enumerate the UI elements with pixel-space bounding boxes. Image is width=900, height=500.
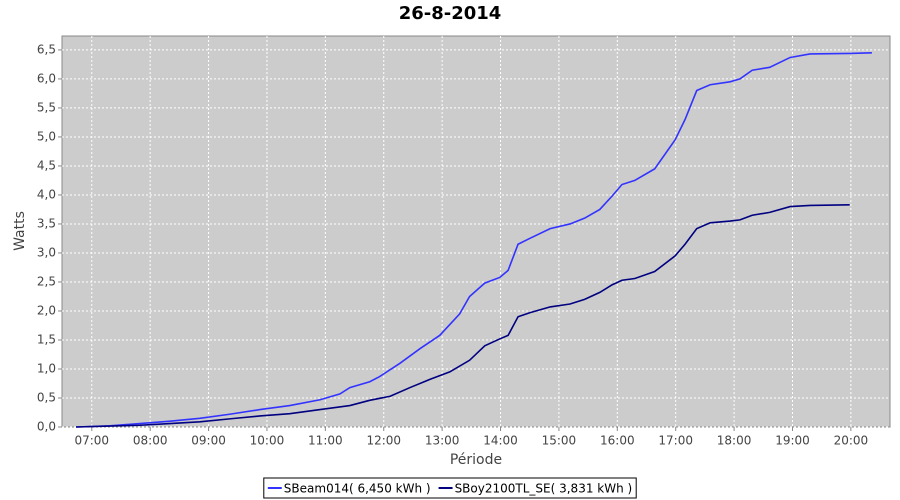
line [75,204,850,428]
y-tick-label: 5,0 [37,129,56,143]
y-tick-label: 6,5 [37,42,56,56]
y-tick-label: 2,0 [37,303,56,317]
x-tick-label: 14:00 [483,434,518,448]
y-tick-label: 4,5 [37,158,56,172]
y-tick-label: 1,0 [37,361,56,375]
x-tick-label: 16:00 [600,434,635,448]
y-tick-label: 1,5 [37,332,56,346]
y-tick-label: 6,0 [37,71,56,85]
y-tick-label: 5,5 [37,100,56,114]
x-tick-label: 10:00 [250,434,285,448]
x-tick-label: 19:00 [775,434,810,448]
x-tick-label: 15:00 [542,434,577,448]
x-tick-label: 09:00 [191,434,226,448]
x-tick-label: 07:00 [74,434,109,448]
y-axis-label: Watts [12,211,28,251]
y-tick-label: 0,5 [37,390,56,404]
plot-area [61,35,891,428]
x-axis-label: Période [450,452,502,468]
x-tick-label: 17:00 [658,434,693,448]
x-tick-label: 18:00 [717,434,752,448]
x-tick-label: 11:00 [308,434,343,448]
x-tick-label: 08:00 [133,434,168,448]
x-tick-label: 12:00 [366,434,401,448]
legend-label: SBeam014( 6,450 kWh ) [284,482,431,496]
x-tick-label: 20:00 [834,434,869,448]
y-tick-label: 3,0 [37,245,56,259]
y-tick-label: 3,5 [37,216,56,230]
y-tick-label: 0,0 [37,420,56,434]
line [75,52,872,428]
legend-label: SBoy2100TL_SE( 3,831 kWh ) [455,482,633,496]
y-tick-label: 4,0 [37,187,56,201]
y-tick-label: 2,5 [37,274,56,288]
chart-title: 26-8-2014 [399,3,502,24]
x-tick-label: 13:00 [425,434,460,448]
